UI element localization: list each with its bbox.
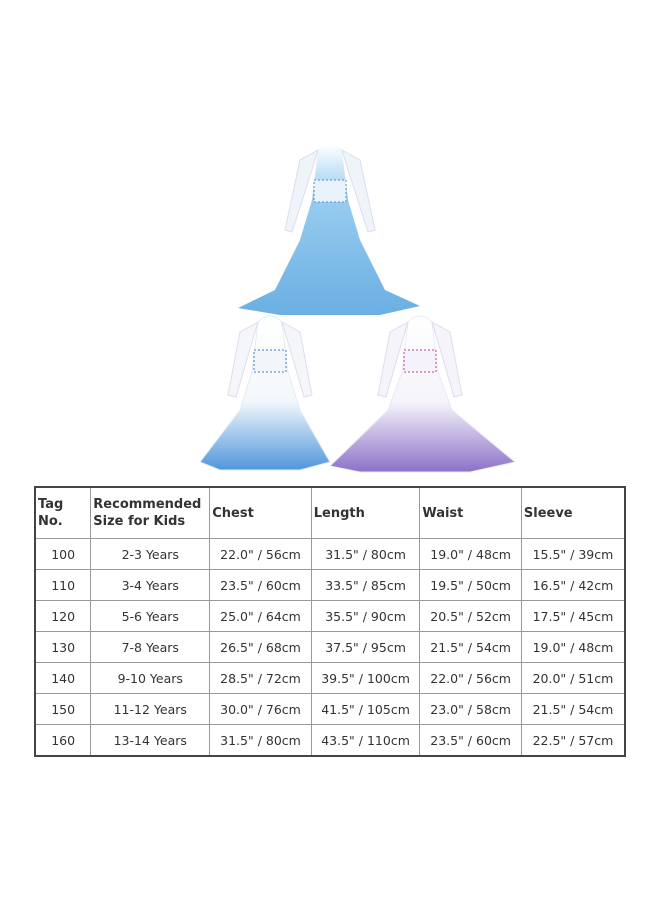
table-cell: 41.5" / 105cm <box>310 693 421 725</box>
table-cell: 5-6 Years <box>90 600 211 632</box>
table-cell: 23.5" / 60cm <box>209 569 312 601</box>
table-cell: 23.5" / 60cm <box>419 724 522 757</box>
table-cell: 110 <box>34 569 92 601</box>
table-cell: 43.5" / 110cm <box>310 724 421 757</box>
white-purple-dress-image <box>328 315 517 473</box>
table-cell: 35.5" / 90cm <box>310 600 421 632</box>
table-cell: 31.5" / 80cm <box>310 538 421 570</box>
column-header: Tag No. <box>34 486 92 539</box>
table-cell: 22.5" / 57cm <box>520 724 626 757</box>
table-cell: 7-8 Years <box>90 631 211 663</box>
blue-dress-image <box>238 144 420 315</box>
table-cell: 25.0" / 64cm <box>209 600 312 632</box>
table-cell: 13-14 Years <box>90 724 211 757</box>
column-header: Recommended Size for Kids <box>90 486 211 539</box>
table-cell: 2-3 Years <box>90 538 211 570</box>
table-cell: 21.5" / 54cm <box>419 631 522 663</box>
table-cell: 11-12 Years <box>90 693 211 725</box>
table-cell: 16.5" / 42cm <box>520 569 626 601</box>
white-blue-dress-image <box>199 315 331 471</box>
table-cell: 160 <box>34 724 92 757</box>
table-row: 120 5-6 Years 25.0" / 64cm 35.5" / 90cm 20.5… <box>34 600 626 632</box>
table-row: 150 11-12 Years 30.0" / 76cm 41.5" / 105cm 2… <box>34 693 626 725</box>
table-cell: 19.5" / 50cm <box>419 569 522 601</box>
table-row: 130 7-8 Years 26.5" / 68cm 37.5" / 95cm 21.5… <box>34 631 626 663</box>
product-images <box>199 144 517 473</box>
table-cell: 20.5" / 52cm <box>419 600 522 632</box>
table-cell: 20.0" / 51cm <box>520 662 626 694</box>
table-cell: 130 <box>34 631 92 663</box>
column-header: Chest <box>209 486 312 539</box>
table-cell: 19.0" / 48cm <box>419 538 522 570</box>
table-row: 100 2-3 Years 22.0" / 56cm 31.5" / 80cm 19.0… <box>34 538 626 570</box>
table-row: 160 13-14 Years 31.5" / 80cm 43.5" / 110cm 2… <box>34 724 626 757</box>
table-row: 140 9-10 Years 28.5" / 72cm 39.5" / 100cm 22… <box>34 662 626 694</box>
table-cell: 150 <box>34 693 92 725</box>
table-cell: 19.0" / 48cm <box>520 631 626 663</box>
table-cell: 22.0" / 56cm <box>209 538 312 570</box>
table-cell: 31.5" / 80cm <box>209 724 312 757</box>
size-chart-table: Tag No. Recommended Size for Kids Chest Len… <box>34 486 626 757</box>
table-cell: 9-10 Years <box>90 662 211 694</box>
table-cell: 33.5" / 85cm <box>310 569 421 601</box>
table-cell: 3-4 Years <box>90 569 211 601</box>
table-cell: 39.5" / 100cm <box>310 662 421 694</box>
table-cell: 28.5" / 72cm <box>209 662 312 694</box>
table-cell: 22.0" / 56cm <box>419 662 522 694</box>
table-cell: 26.5" / 68cm <box>209 631 312 663</box>
column-header: Sleeve <box>520 486 626 539</box>
table-row: 110 3-4 Years 23.5" / 60cm 33.5" / 85cm 19.5… <box>34 569 626 601</box>
table-cell: 21.5" / 54cm <box>520 693 626 725</box>
table-cell: 100 <box>34 538 92 570</box>
table-cell: 17.5" / 45cm <box>520 600 626 632</box>
table-cell: 140 <box>34 662 92 694</box>
column-header: Length <box>310 486 421 539</box>
table-header-row: Tag No. Recommended Size for Kids Chest Len… <box>34 486 626 539</box>
table-cell: 23.0" / 58cm <box>419 693 522 725</box>
column-header: Waist <box>419 486 522 539</box>
table-cell: 37.5" / 95cm <box>310 631 421 663</box>
table-cell: 15.5" / 39cm <box>520 538 626 570</box>
table-cell: 120 <box>34 600 92 632</box>
table-cell: 30.0" / 76cm <box>209 693 312 725</box>
